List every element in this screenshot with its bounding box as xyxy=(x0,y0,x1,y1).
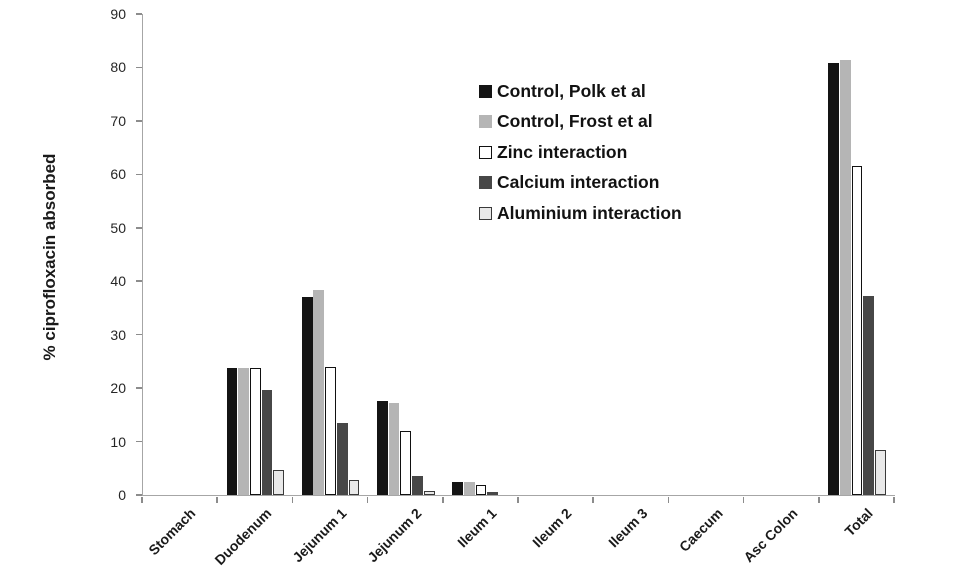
y-tick-label-70: 70 xyxy=(110,112,126,129)
bar-calcium-interaction-ileum-1 xyxy=(487,492,499,495)
x-category-label-caecum: Caecum xyxy=(675,505,726,555)
y-tick-label-90: 90 xyxy=(110,6,126,22)
y-axis-title: % ciprofloxacin absorbed xyxy=(40,153,59,361)
x-tick-mark xyxy=(893,496,895,503)
legend-entry-zinc-interaction: Zinc interaction xyxy=(479,137,682,168)
x-category-label-jejunum-1: Jejunum 1 xyxy=(289,505,350,566)
legend-entry-control-polk-et-al: Control, Polk et al xyxy=(479,76,682,107)
bar-zinc-interaction-jejunum-2 xyxy=(400,431,412,495)
x-category-label-asc-colon: Asc Colon xyxy=(740,505,801,566)
bar-calcium-interaction-jejunum-2 xyxy=(412,475,423,495)
x-category-label-ileum-3: Ileum 3 xyxy=(604,505,651,551)
y-tick-mark xyxy=(136,280,142,282)
bar-aluminium-interaction-duodenum xyxy=(273,469,285,495)
plot-area xyxy=(142,14,895,496)
x-tick-mark xyxy=(818,496,820,503)
y-tick-label-10: 10 xyxy=(110,433,126,450)
x-category-label-ileum-2: Ileum 2 xyxy=(529,505,575,551)
bar-calcium-interaction-total xyxy=(863,295,875,495)
x-tick-mark xyxy=(592,496,594,503)
y-tick-label-30: 30 xyxy=(110,326,126,343)
bar-zinc-interaction-ileum-1 xyxy=(475,484,487,495)
y-tick-label-40: 40 xyxy=(110,273,126,290)
y-tick-mark xyxy=(136,66,142,69)
legend-swatch-zinc-interaction xyxy=(479,145,492,159)
legend-swatch-aluminium-interaction xyxy=(479,206,492,220)
bar-zinc-interaction-jejunum-1 xyxy=(325,367,336,495)
bar-zinc-interaction-duodenum xyxy=(249,367,261,495)
x-tick-mark xyxy=(141,496,143,503)
x-tick-mark xyxy=(216,496,218,503)
legend-label-aluminium-interaction: Aluminium interaction xyxy=(497,202,682,223)
x-category-label-ileum-1: Ileum 1 xyxy=(454,505,500,551)
y-tick-label-60: 60 xyxy=(110,166,126,183)
bar-control-frost-et-al-jejunum-1 xyxy=(313,290,325,495)
legend-label-control-frost-et-al: Control, Frost et al xyxy=(497,111,653,132)
bar-calcium-interaction-jejunum-1 xyxy=(336,423,348,495)
y-tick-label-50: 50 xyxy=(110,219,126,236)
bar-control-polk-et-al-ileum-1 xyxy=(452,481,463,495)
y-tick-mark xyxy=(136,494,142,496)
x-category-label-total: Total xyxy=(841,505,876,540)
bar-calcium-interaction-duodenum xyxy=(261,389,273,495)
x-tick-mark xyxy=(517,496,519,503)
legend-label-control-polk-et-al: Control, Polk et al xyxy=(497,80,646,101)
legend-swatch-control-polk-et-al xyxy=(479,84,492,98)
bar-control-frost-et-al-duodenum xyxy=(238,368,250,495)
y-tick-mark xyxy=(136,333,142,336)
bar-zinc-interaction-total xyxy=(851,165,863,495)
legend: Control, Polk et al Control, Frost et al Z… xyxy=(479,76,682,229)
x-tick-mark xyxy=(366,496,369,503)
x-tick-mark xyxy=(442,496,444,503)
bar-control-frost-et-al-ileum-1 xyxy=(463,481,475,495)
x-tick-mark xyxy=(291,496,294,503)
legend-swatch-calcium-interaction xyxy=(479,176,492,190)
legend-entry-aluminium-interaction: Aluminium interaction xyxy=(479,198,682,229)
y-tick-mark xyxy=(136,440,142,443)
bar-control-frost-et-al-total xyxy=(839,59,851,495)
y-tick-mark xyxy=(136,120,142,122)
legend-entry-calcium-interaction: Calcium interaction xyxy=(479,168,682,199)
bar-aluminium-interaction-jejunum-2 xyxy=(423,491,435,495)
bar-control-polk-et-al-total xyxy=(828,62,839,495)
bar-control-polk-et-al-duodenum xyxy=(226,368,238,495)
bar-control-frost-et-al-jejunum-2 xyxy=(388,403,400,495)
x-category-label-jejunum-2: Jejunum 2 xyxy=(364,505,425,566)
x-category-label-duodenum: Duodenum xyxy=(211,505,275,569)
bar-aluminium-interaction-total xyxy=(874,450,886,495)
bar-control-polk-et-al-jejunum-2 xyxy=(376,401,388,495)
legend-label-calcium-interaction: Calcium interaction xyxy=(497,172,660,193)
y-tick-mark xyxy=(136,173,142,176)
bar-aluminium-interaction-jejunum-1 xyxy=(348,479,360,495)
y-tick-label-20: 20 xyxy=(110,380,126,397)
y-tick-label-0: 0 xyxy=(118,487,126,503)
legend-entry-control-frost-et-al: Control, Frost et al xyxy=(479,107,682,138)
legend-swatch-control-frost-et-al xyxy=(479,115,492,129)
y-tick-mark xyxy=(136,387,142,389)
x-tick-mark xyxy=(667,496,670,503)
x-tick-mark xyxy=(742,496,745,503)
y-tick-mark xyxy=(136,13,142,15)
y-tick-label-80: 80 xyxy=(110,59,126,76)
y-tick-mark xyxy=(136,227,142,229)
x-category-label-stomach: Stomach xyxy=(145,505,199,559)
bar-control-polk-et-al-jejunum-1 xyxy=(301,297,313,495)
legend-label-zinc-interaction: Zinc interaction xyxy=(497,141,628,162)
